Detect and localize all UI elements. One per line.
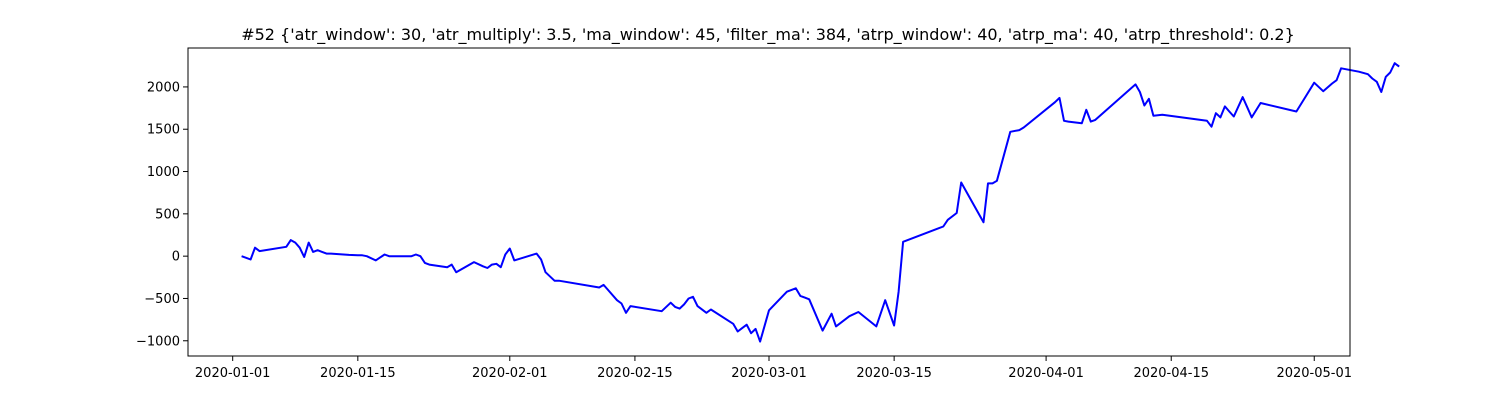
y-tick-label: 0: [172, 250, 180, 265]
y-tick-label: −500: [144, 292, 180, 307]
x-tick-label: 2020-04-15: [1133, 366, 1209, 381]
x-tick-label: 2020-04-01: [1008, 366, 1084, 381]
y-tick-label: −1000: [136, 334, 180, 349]
y-tick-label: 2000: [147, 80, 180, 95]
y-tick-label: 1000: [147, 165, 180, 180]
x-tick-label: 2020-01-15: [320, 366, 396, 381]
y-tick-label: 500: [155, 207, 180, 222]
y-tick-label: 1500: [147, 123, 180, 138]
plot-area: [241, 62, 1400, 343]
x-tick-label: 2020-02-15: [597, 366, 673, 381]
chart-title: #52 {'atr_window': 30, 'atr_multiply': 3…: [241, 25, 1295, 45]
x-tick-label: 2020-01-01: [195, 366, 271, 381]
x-tick-label: 2020-05-01: [1276, 366, 1352, 381]
x-tick-label: 2020-03-01: [731, 366, 807, 381]
x-tick-label: 2020-02-01: [472, 366, 548, 381]
axes: 2020-01-01 2020-01-15 2020-02-01 2020-02-15…: [136, 47, 1352, 381]
series-line-1: [241, 62, 1400, 343]
x-tick-label: 2020-03-15: [856, 366, 932, 381]
